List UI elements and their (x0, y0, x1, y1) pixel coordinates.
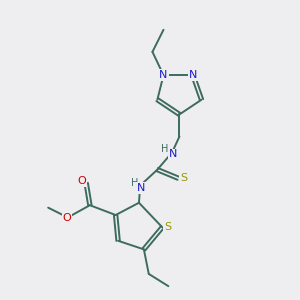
Text: H: H (131, 178, 139, 188)
Text: S: S (164, 222, 171, 232)
Text: H: H (161, 144, 168, 154)
Text: S: S (180, 173, 187, 183)
Text: N: N (137, 183, 146, 193)
Text: N: N (189, 70, 197, 80)
Text: N: N (159, 70, 168, 80)
Text: O: O (77, 176, 86, 186)
Text: N: N (169, 149, 178, 159)
Text: O: O (62, 214, 71, 224)
